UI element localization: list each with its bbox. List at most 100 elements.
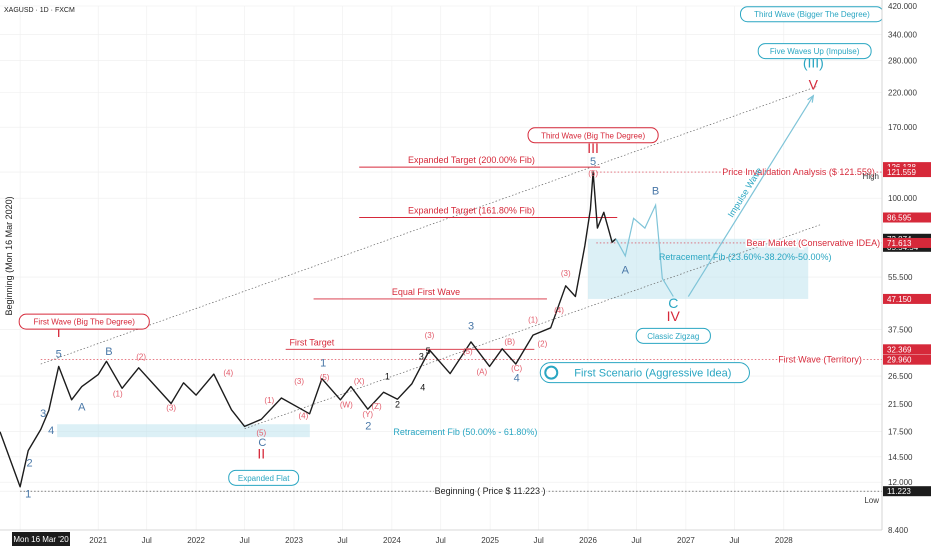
fib-zones [57,238,809,438]
callout-text: Expanded Flat [238,474,290,483]
wave-label: (5) [463,347,473,356]
x-tick-label: Jul [142,536,152,545]
y-tick-label: 37.500 [888,326,913,335]
wave-label: B [105,346,112,358]
wave-label: (C) [511,364,522,373]
target-label: Equal First Wave [392,287,460,297]
wave-label: (1) [264,396,274,405]
scenario-text: First Scenario (Aggressive Idea) [574,368,731,380]
x-tick-label: 2024 [383,536,401,545]
chart-header: XAGUSD · 1D · FXCM [4,7,75,14]
wave-label: (5) [256,429,266,438]
price-tag-label: 121.559 [887,168,916,177]
wave-label: (A) [476,368,487,377]
wave-label: A [622,265,630,277]
wave-label: (Y) [362,410,373,419]
wave-label: B [652,185,659,197]
zone-label: Retracement Fib (50.00% - 61.80%) [393,427,537,437]
wave-label: 1 [320,357,326,369]
x-tick-label: 2028 [775,536,793,545]
callout-text: Five Waves Up (Impulse) [770,47,860,56]
impulse-arrow [687,95,814,297]
y-tick-label: 340.000 [888,30,917,39]
side-label: High [863,172,879,181]
callout-text: Third Wave (Bigger The Degree) [754,10,870,19]
callout-box [757,43,872,60]
dotted-level-label: Bear Market (Conservative IDEA) [747,238,881,248]
wave-label: (2) [136,352,146,361]
x-tick-label: Jul [337,536,347,545]
price-tag-label: 11.223 [887,487,911,496]
x-tick-label: 2023 [285,536,303,545]
price-tag-label: 86.595 [887,214,912,223]
x-tick-current-box [12,532,70,546]
y-tick-label: 14.500 [888,453,913,462]
wave-label: (3) [294,377,304,386]
wave-label: 4 [514,372,520,384]
price-line [0,171,617,488]
callout-box [18,313,150,330]
y-tick-label: 17.500 [888,428,913,437]
wave-label: (2) [538,340,548,349]
price-tag-label: 47.150 [887,295,912,304]
scenario-box [539,362,750,384]
wave-label: (3) [425,331,435,340]
x-tick-label: 2025 [481,536,499,545]
price-tag-label: 32.369 [887,345,912,354]
wave-label: (4) [223,369,233,378]
x-tick-label: Jul [436,536,446,545]
wave-label: (4) [554,306,564,315]
wave-label: 4 [48,425,54,437]
fib-zone [57,424,310,438]
dotted-level-label: Beginning ( Price $ 11.223 ) [435,486,546,496]
wave-label: (B) [504,338,515,347]
x-tick-label: Jul [534,536,544,545]
wave-annotations: IIIIIIIVV(III)C51234ABC12345AB(2)(1)(3)(… [4,6,884,501]
scenario-icon [544,365,559,380]
wave-label: 3 [419,351,424,361]
x-tick-label: Jul [631,536,641,545]
target-label: First Target [289,337,334,347]
target-label: Expanded Target (200.00% Fib) [408,155,535,165]
wave-label: (4) [298,412,308,421]
price-tag-box [883,167,931,178]
y-tick-label: 26.500 [888,372,913,381]
side-label: Low [864,496,879,505]
price-tag-box [883,293,931,304]
wave-label: (Z) [372,402,383,411]
x-tick-label: Jul [240,536,250,545]
wave-label: (W) [340,400,353,409]
wave-label: 5 [590,156,596,168]
wave-label: (5) [320,373,330,382]
impulse-arrow-head [807,94,815,103]
wave-label: V [809,77,819,93]
price-tag-label: 71.613 [887,239,912,248]
zone-label: Retracement Fib (23.60%-38.20%-50.00%) [659,252,832,262]
wave-label: 1 [25,489,31,501]
wave-label: 2 [395,399,400,409]
y-tick-label: 280.000 [888,56,917,65]
x-tick-label: Mon 16 Mar '20 [13,535,69,544]
projection-path [615,202,674,297]
wave-label: IV [667,308,681,324]
wave-label: (3) [166,403,176,412]
target-label: Expanded Target (161.80% Fib) [408,206,535,216]
callout-text: First Wave (Big The Degree) [34,318,136,327]
wave-label: C [258,437,266,449]
y-tick-label: 21.500 [888,400,913,409]
y-tick-label: 420.000 [888,2,917,11]
wave-label: 4 [420,383,425,393]
y-tick-label: 220.000 [888,89,917,98]
wave-label: 1 [385,372,390,382]
wave-label: I [57,324,61,340]
fib-zone [588,238,809,299]
y-tick-label: 55.500 [888,273,913,282]
beginning-vertical-label: Beginning (Mon 16 Mar 2020) [4,196,14,315]
callout-text: Classic Zigzag [647,332,699,341]
dotted-level-label: Price Invalidation Analysis ($ 121.559) [722,167,875,177]
wave-label: 2 [26,457,32,469]
price-tag-box [883,212,931,223]
x-tick-label: 2026 [579,536,597,545]
